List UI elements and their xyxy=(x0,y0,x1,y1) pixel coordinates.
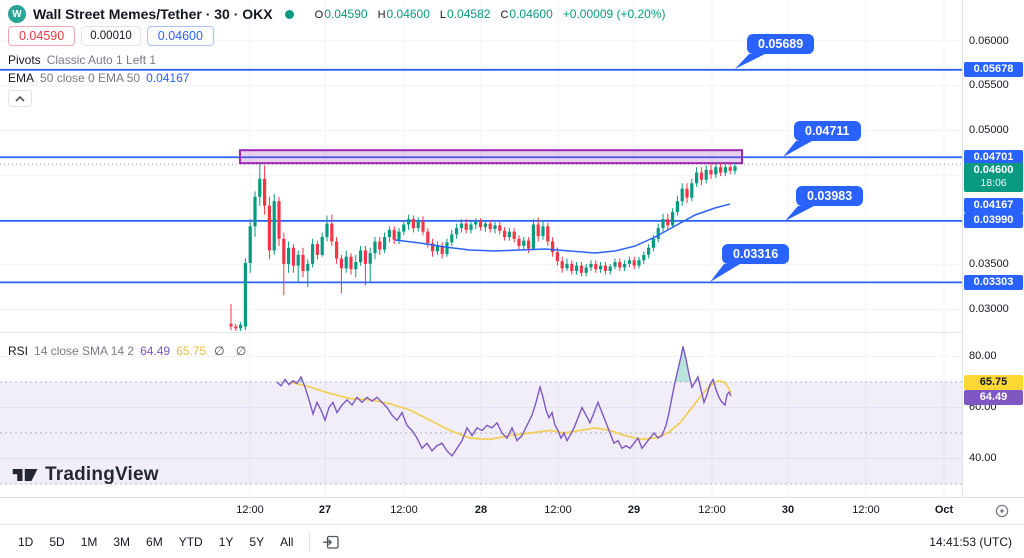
ohlc-open: O0.04590 xyxy=(314,7,368,21)
watermark-text: TradingView xyxy=(45,464,159,485)
price-level-badge-0.04167: 0.04167 xyxy=(964,197,1023,213)
rsi-sma-value: 65.75 xyxy=(176,344,207,358)
pivots-name: Pivots xyxy=(8,53,41,67)
rsi-value-badge-64.49: 64.49 xyxy=(964,390,1023,405)
bottom-toolbar: 1D 5D 1M 3M 6M YTD 1Y 5Y All 14:41:53 (UTC) xyxy=(0,524,1024,558)
time-axis-settings-icon[interactable] xyxy=(994,503,1010,524)
range-button-YTD[interactable]: YTD xyxy=(173,531,209,553)
clock-utc[interactable]: 14:41:53 (UTC) xyxy=(929,534,1012,549)
tradingview-logo-icon xyxy=(12,469,38,481)
price-tick-label: 0.03500 xyxy=(969,258,1009,271)
price-axis[interactable]: 0.06000 0.05500 0.05000 0.03500 0.03000 0.056… xyxy=(962,0,1024,497)
time-tick-label: 28 xyxy=(474,504,488,516)
go-to-date-button[interactable] xyxy=(320,531,342,553)
ohlc-low: L0.04582 xyxy=(439,7,491,21)
chevron-up-icon xyxy=(15,95,25,102)
buy-price-button[interactable]: 0.04600 xyxy=(146,26,214,46)
range-button-6M[interactable]: 6M xyxy=(140,531,169,553)
candles-layer xyxy=(229,162,737,331)
range-button-All[interactable]: All xyxy=(274,531,299,553)
ema-params: 50 close 0 EMA 50 xyxy=(40,71,141,85)
ema-value: 0.04167 xyxy=(146,71,190,85)
ohlc-values: O0.04590 H0.04600 L0.04582 C0.04600 +0.0… xyxy=(315,7,666,21)
range-button-1M[interactable]: 1M xyxy=(75,531,104,553)
rsi-extra-flags: ∅ ∅ xyxy=(214,344,251,358)
price-callout-0.03983[interactable]: 0.03983 xyxy=(796,186,864,206)
indicator-legend-ema[interactable]: EMA 50 close 0 EMA 50 0.04167 xyxy=(8,71,189,85)
rsi-tick-label: 80.00 xyxy=(969,350,997,362)
tradingview-watermark[interactable]: TradingView xyxy=(12,464,159,486)
rsi-layer xyxy=(283,346,714,382)
rsi-band-layer xyxy=(0,381,962,485)
price-level-badge-0.03990: 0.03990 xyxy=(964,213,1023,229)
ohlc-close: C0.04600 xyxy=(500,7,553,21)
price-level-badge-0.05678: 0.05678 xyxy=(964,62,1023,78)
rsi-value-badge-65.75: 65.75 xyxy=(964,375,1023,390)
price-tick-label: 0.06000 xyxy=(969,34,1009,47)
sell-price-button[interactable]: 0.04590 xyxy=(8,26,76,46)
time-tick-label: 12:00 xyxy=(698,504,726,516)
ema50-line[interactable] xyxy=(394,203,731,254)
symbol-logo-icon: W xyxy=(8,5,26,23)
chart-canvas[interactable] xyxy=(0,0,1024,497)
range-button-5D[interactable]: 5D xyxy=(43,531,70,553)
ema-name: EMA xyxy=(8,71,35,85)
time-tick-label: 30 xyxy=(781,504,795,516)
price-callout-0.03316[interactable]: 0.03316 xyxy=(722,244,790,264)
price-level-badge-0.03303: 0.03303 xyxy=(964,274,1023,290)
time-tick-label: 12:00 xyxy=(544,504,572,516)
range-button-3M[interactable]: 3M xyxy=(107,531,136,553)
chart-area[interactable]: W Wall Street Memes/Tether · 30 · OKX O0… xyxy=(0,0,1024,497)
time-tick-label: 27 xyxy=(318,504,332,516)
time-tick-label: Oct xyxy=(934,504,954,516)
time-tick-label: 12:00 xyxy=(236,504,264,516)
rsi-tick-label: 40.00 xyxy=(969,452,997,464)
spread-value: 0.00010 xyxy=(81,26,141,46)
rsi-value: 64.49 xyxy=(140,344,171,358)
market-open-dot-icon xyxy=(284,9,294,19)
range-button-1D[interactable]: 1D xyxy=(12,531,39,553)
ohlc-high: H0.04600 xyxy=(377,7,430,21)
callout-tails-layer xyxy=(710,54,814,282)
price-tick-label: 0.03000 xyxy=(969,303,1009,315)
range-button-1Y[interactable]: 1Y xyxy=(213,531,240,553)
rsi-name: RSI xyxy=(8,344,29,358)
price-callout-0.05689[interactable]: 0.05689 xyxy=(747,34,815,54)
price-level-badge-0.04701: 0.04701 xyxy=(964,149,1023,165)
price-tick-label: 0.05500 xyxy=(969,79,1009,92)
time-tick-label: 12:00 xyxy=(852,504,880,516)
price-tick-label: 0.05000 xyxy=(969,124,1009,136)
supply-zone-rectangle[interactable] xyxy=(239,149,743,165)
range-button-5Y[interactable]: 5Y xyxy=(243,531,270,553)
time-axis[interactable]: 12:00 27 12:00 28 12:00 29 12:00 30 12:00 Oct xyxy=(0,497,1024,524)
current-price-badge: 0.04600 18:06 xyxy=(964,163,1023,193)
go-to-date-icon xyxy=(323,535,340,549)
collapse-indicators-button[interactable] xyxy=(8,90,32,107)
price-callout-0.04711[interactable]: 0.04711 xyxy=(794,121,861,141)
indicator-legend-pivots[interactable]: Pivots Classic Auto 1 Left 1 xyxy=(8,53,156,67)
indicator-legend-rsi[interactable]: RSI 14 close SMA 14 2 64.49 65.75 ∅ ∅ xyxy=(8,344,250,358)
rsi-line[interactable] xyxy=(276,346,732,458)
time-tick-label: 29 xyxy=(627,504,641,516)
rsi-params: 14 close SMA 14 2 xyxy=(34,344,135,358)
pivots-params: Classic Auto 1 Left 1 xyxy=(46,53,157,67)
price-change: +0.00009 (+0.20%) xyxy=(562,7,666,21)
trade-buttons: 0.04590 0.00010 0.04600 xyxy=(8,26,214,46)
symbol-title[interactable]: Wall Street Memes/Tether · 30 · OKX xyxy=(33,6,273,22)
toolbar-divider xyxy=(309,531,311,552)
symbol-header: W Wall Street Memes/Tether · 30 · OKX O0… xyxy=(8,5,666,23)
time-tick-label: 12:00 xyxy=(390,504,418,516)
